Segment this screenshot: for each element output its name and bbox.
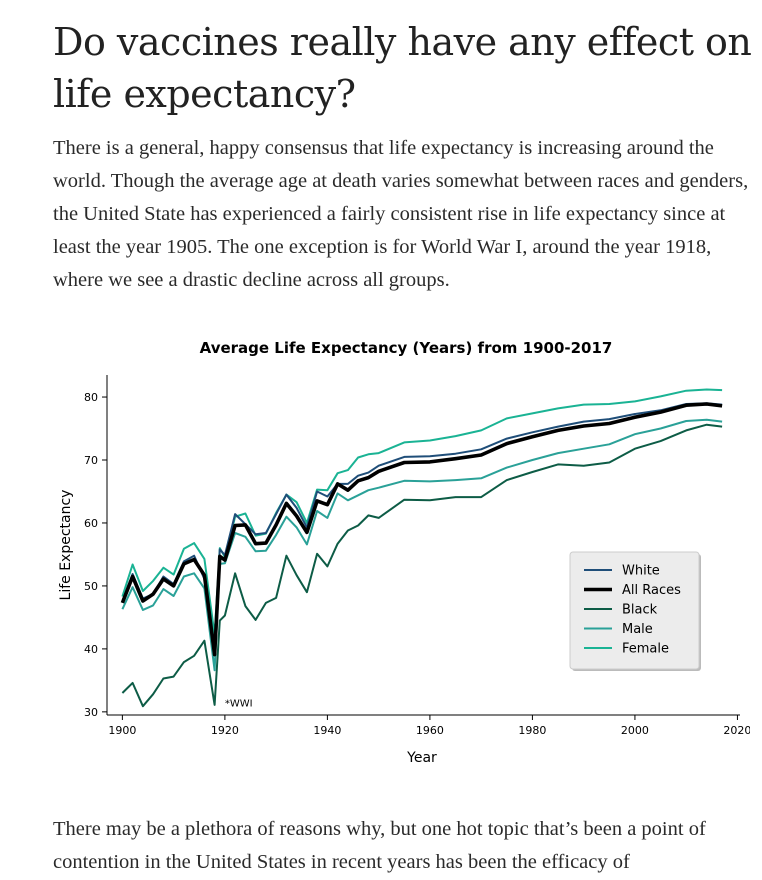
chart-series-group xyxy=(120,388,723,708)
y-tick-label: 60 xyxy=(84,517,98,530)
legend-label: Female xyxy=(622,642,669,657)
series-line-all-races xyxy=(120,402,723,657)
y-axis-label: Life Expectancy xyxy=(58,490,74,601)
x-tick-label: 2020 xyxy=(723,724,750,737)
y-tick-label: 70 xyxy=(84,454,98,467)
y-tick-label: 50 xyxy=(84,580,98,593)
y-tick-label: 30 xyxy=(84,706,98,719)
chart-legend: White All Races Black Male Female xyxy=(569,551,701,671)
x-tick-label: 2000 xyxy=(621,724,649,737)
legend-box xyxy=(569,551,700,670)
x-tick-label: 1960 xyxy=(416,724,444,737)
series-line-white xyxy=(121,402,723,652)
x-tick-label: 1980 xyxy=(518,724,546,737)
series-line-black xyxy=(121,423,723,708)
legend-label: Male xyxy=(622,622,653,637)
x-tick-label: 1940 xyxy=(313,724,341,737)
x-tick-label: 1900 xyxy=(108,724,136,737)
outro-paragraph: There may be a plethora of reasons why, … xyxy=(53,818,706,873)
article: Do vaccines really have any effect on li… xyxy=(53,0,753,297)
life-expectancy-chart: Average Life Expectancy (Years) from 190… xyxy=(40,330,751,785)
article-title: Do vaccines really have any effect on li… xyxy=(53,20,752,116)
wwi-annotation: *WWI xyxy=(225,698,253,709)
y-tick-label: 80 xyxy=(84,391,98,404)
chart-svg: Average Life Expectancy (Years) from 190… xyxy=(58,339,751,766)
x-tick-label: 1920 xyxy=(211,724,239,737)
y-tick-label: 40 xyxy=(84,643,98,656)
legend-label: White xyxy=(622,564,660,579)
chart-axes: 1900 1920 1940 1960 1980 2000 2020 30 40 50 60 70 80 xyxy=(84,375,751,737)
chart-title: Average Life Expectancy (Years) from 190… xyxy=(200,339,613,357)
x-axis-label: Year xyxy=(406,750,437,766)
legend-label: Black xyxy=(622,603,658,618)
series-line-female xyxy=(121,388,723,636)
series-line-male xyxy=(121,418,723,672)
legend-label: All Races xyxy=(622,583,681,598)
intro-paragraph: There is a general, happy consensus that… xyxy=(53,137,749,291)
